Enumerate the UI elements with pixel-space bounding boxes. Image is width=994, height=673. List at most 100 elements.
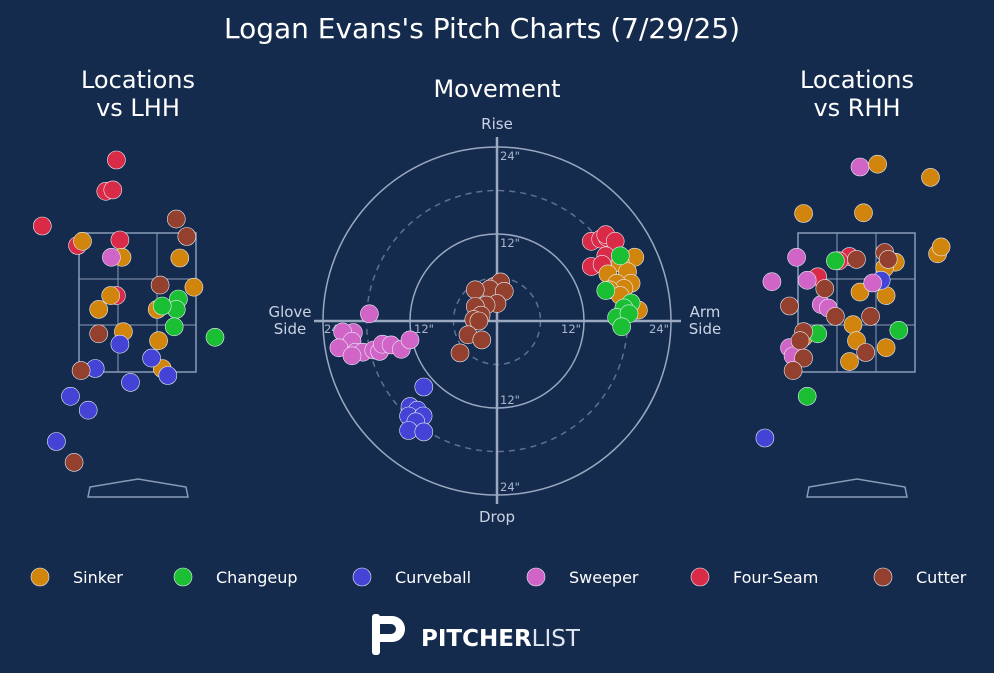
lhh-point-curveball (110, 334, 130, 354)
movement-ring-label: 24" (500, 149, 520, 163)
pitcherlist-logo: PITCHERLIST (372, 614, 581, 655)
lhh-point-sinker (89, 300, 108, 319)
movement-ring-label: 24" (649, 322, 669, 336)
lhh-point-curveball (47, 432, 66, 451)
rhh-point-cutter (783, 361, 803, 380)
brand-name-bold: PITCHER (421, 626, 532, 652)
lhh-point-curveball (121, 373, 140, 392)
rhh-point-cutter (878, 250, 898, 269)
lhh-points (32, 150, 225, 472)
lhh-point-four-seam (32, 216, 52, 236)
lhh-point-cutter (71, 361, 91, 380)
legend-label-cutter: Cutter (916, 568, 967, 587)
movement-point-curveball (414, 422, 434, 442)
movement-ring-label: 24" (500, 480, 520, 494)
lhh-point-sinker (149, 331, 168, 351)
legend-marker-sweeper (526, 567, 546, 587)
lhh-point-cutter (167, 209, 186, 229)
lhh-point-four-seam (103, 180, 123, 200)
movement-point-curveball (414, 377, 434, 397)
movement-axis-label: Rise (481, 115, 513, 133)
rhh-point-sinker (840, 352, 859, 371)
rhh-point-cutter (826, 307, 845, 326)
movement-point-sweeper (342, 346, 362, 366)
legend-marker-curveball (352, 567, 372, 587)
rhh-point-changeup (889, 320, 909, 340)
lhh-point-sinker (184, 277, 204, 297)
lhh-point-cutter (89, 324, 108, 344)
movement-point-cutter (472, 330, 492, 350)
rhh-point-sinker (921, 168, 940, 187)
movement-ring-label: 12" (500, 236, 520, 250)
rhh-point-sweeper (850, 157, 870, 177)
movement-grid: 24"12"12"24"12"24"24"12"RiseDropGloveSid… (268, 115, 721, 526)
rhh-point-sinker (850, 282, 870, 302)
lhh-point-cutter (150, 275, 170, 295)
rhh-point-sweeper (797, 270, 817, 290)
rhh-point-cutter (856, 343, 876, 362)
rhh-point-changeup (826, 251, 845, 271)
rhh-point-curveball (755, 428, 775, 448)
movement-point-cutter (469, 311, 489, 331)
rhh-point-sinker (854, 203, 873, 223)
rhh-points (755, 154, 951, 448)
movement-panel: Movement 24"12"12"24"12"24"24"12"RiseDro… (268, 75, 721, 526)
rhh-point-sinker (868, 154, 887, 174)
rhh-point-cutter (847, 250, 866, 269)
brand-name-light: LIST (532, 626, 581, 652)
movement-point-cutter (465, 280, 485, 300)
lhh-point-curveball (158, 366, 178, 385)
legend: Sinker Changeup Curveball Sweeper Four-Seam C… (30, 567, 967, 587)
lhh-home-plate (87, 478, 189, 498)
legend-marker-sinker (30, 567, 50, 587)
rhh-point-cutter (861, 307, 880, 326)
lhh-point-four-seam (110, 230, 130, 250)
movement-ring-label: 12" (561, 322, 581, 336)
rhh-point-sinker (931, 237, 951, 257)
lhh-point-changeup (205, 327, 225, 347)
lhh-point-curveball (78, 400, 98, 420)
rhh-point-sinker (876, 338, 896, 358)
legend-marker-changeup (173, 567, 193, 587)
rhh-home-plate (806, 478, 908, 498)
rhh-point-sinker (794, 204, 813, 223)
movement-point-changeup (612, 317, 632, 337)
lhh-title: Locations vs LHH (81, 66, 195, 122)
lhh-point-cutter (64, 453, 84, 472)
movement-points (329, 225, 648, 442)
rhh-point-cutter (790, 331, 810, 351)
lhh-point-sinker (73, 232, 92, 251)
lhh-point-changeup (152, 296, 172, 316)
movement-ring-label: 12" (500, 393, 520, 407)
legend-marker-cutter (873, 567, 893, 587)
brand-name: PITCHERLIST (421, 626, 581, 652)
legend-label-sinker: Sinker (73, 568, 123, 587)
pitcherlist-mark-icon (372, 614, 405, 655)
rhh-point-cutter (794, 348, 813, 368)
rhh-title: Locations vs RHH (800, 66, 914, 122)
rhh-point-changeup (797, 386, 817, 406)
rhh-panel: Locations vs RHH (755, 66, 951, 498)
chart-title: Logan Evans's Pitch Charts (7/29/25) (224, 12, 740, 45)
movement-axis-label: Arm Side (689, 303, 721, 338)
movement-axis-label: Glove Side (268, 303, 311, 338)
movement-axis-label: Drop (479, 508, 515, 526)
rhh-point-sweeper (762, 272, 782, 292)
lhh-point-sinker (101, 286, 120, 305)
rhh-point-sinker (843, 315, 863, 335)
movement-title: Movement (433, 75, 560, 103)
rhh-point-sweeper (787, 247, 806, 267)
legend-label-changeup: Changeup (216, 568, 298, 587)
lhh-point-changeup (164, 317, 184, 337)
movement-ring-label: 12" (414, 322, 434, 336)
movement-point-sweeper (400, 330, 420, 350)
lhh-point-four-seam (107, 150, 126, 170)
legend-label-four-seam: Four-Seam (733, 568, 818, 587)
lhh-point-curveball (142, 348, 161, 368)
legend-label-sweeper: Sweeper (569, 568, 639, 587)
movement-point-changeup (596, 281, 616, 300)
rhh-point-sweeper (863, 273, 883, 293)
lhh-point-sweeper (102, 247, 121, 267)
lhh-point-cutter (177, 227, 197, 246)
